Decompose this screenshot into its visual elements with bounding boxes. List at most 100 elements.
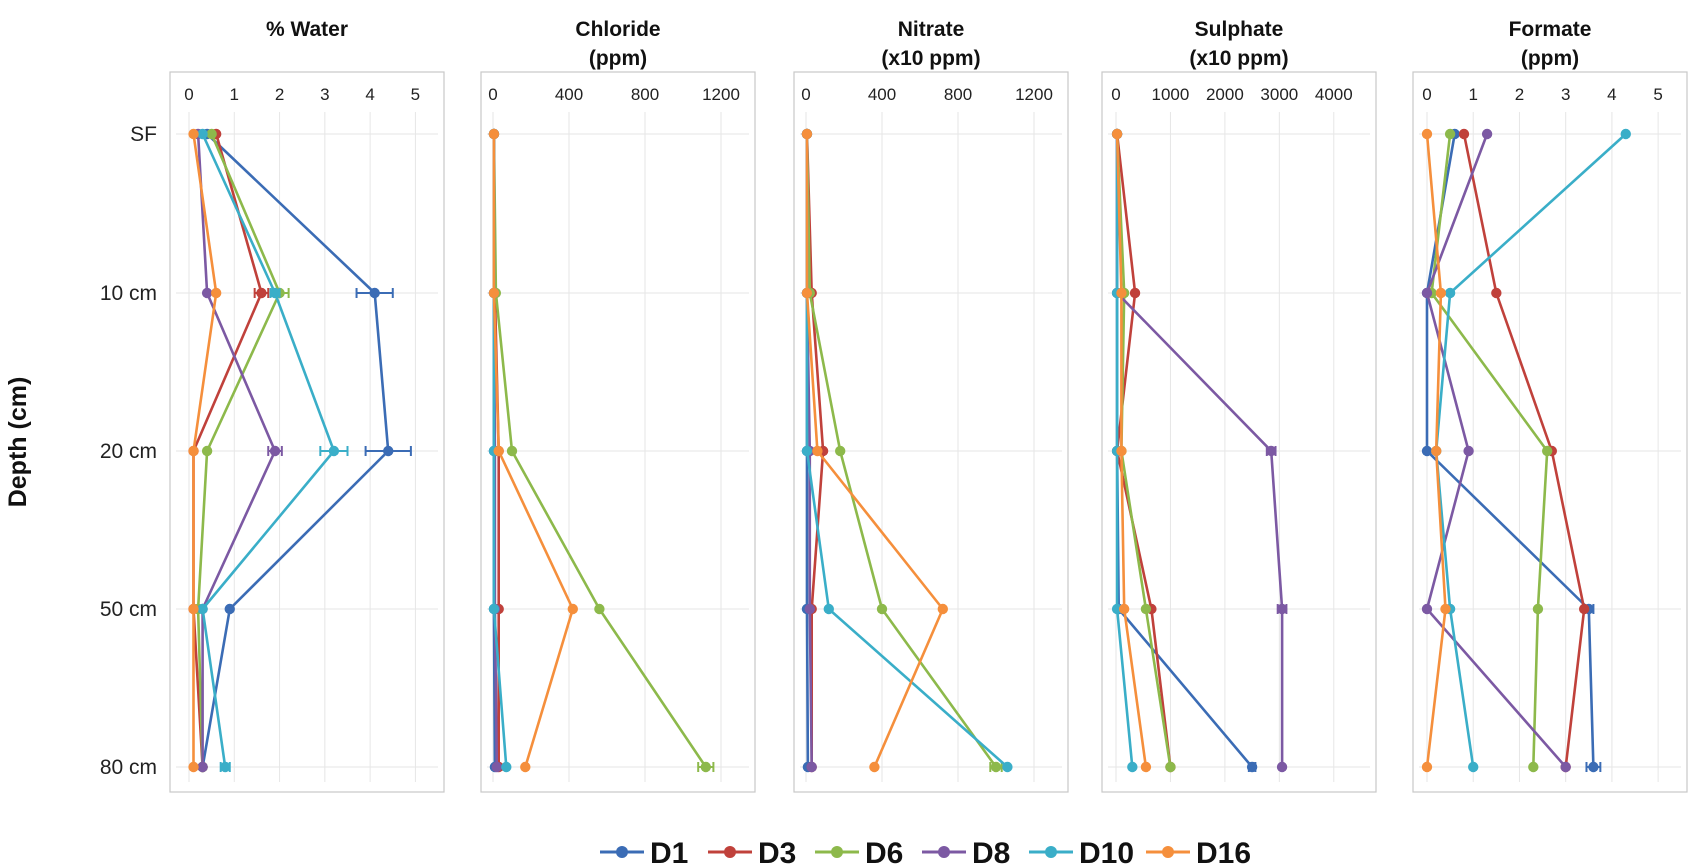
legend-label: D1 xyxy=(650,837,688,868)
x-tick-label: 1200 xyxy=(702,85,740,104)
panel-5: Formate (ppm) 0 1 2 3 4 5 xyxy=(1412,18,1688,793)
data-point xyxy=(488,287,500,299)
panel-title: (ppm) xyxy=(1521,47,1579,70)
x-tick-label: 0 xyxy=(184,85,193,104)
data-point xyxy=(804,603,815,615)
data-point xyxy=(1111,128,1123,140)
legend-marker xyxy=(938,846,950,858)
x-tick-label: 2000 xyxy=(1206,85,1244,104)
panel-title: Chloride xyxy=(575,18,660,41)
data-point xyxy=(1560,761,1571,773)
panel-title: Nitrate xyxy=(898,18,965,41)
panel-title: (ppm) xyxy=(589,47,647,70)
panel-2: Chloride (ppm) 0 400 800 1200 xyxy=(480,18,756,793)
data-point xyxy=(493,445,504,457)
data-point xyxy=(1276,761,1288,773)
data-point xyxy=(1458,128,1470,140)
data-point xyxy=(1541,445,1553,457)
y-axis-label: Depth (cm) xyxy=(4,377,32,508)
data-point xyxy=(1116,287,1127,299)
data-point xyxy=(488,603,500,615)
data-point xyxy=(806,761,817,773)
data-point xyxy=(197,128,208,140)
panel-title: (x10 ppm) xyxy=(881,47,980,70)
data-point xyxy=(1620,128,1631,140)
data-point xyxy=(1435,287,1447,299)
panel-frame xyxy=(1101,71,1377,793)
data-point xyxy=(1140,603,1152,615)
data-point xyxy=(1491,287,1502,299)
data-point xyxy=(567,603,578,615)
data-point xyxy=(937,603,948,615)
data-point xyxy=(1578,603,1590,615)
series-D10 xyxy=(197,128,349,773)
x-tick-label: 2 xyxy=(1515,85,1524,104)
panel-frame xyxy=(169,71,445,793)
data-point xyxy=(801,445,813,457)
data-point xyxy=(1165,761,1176,773)
data-point xyxy=(1421,603,1433,615)
data-point xyxy=(700,761,711,773)
data-point xyxy=(876,603,888,615)
data-point xyxy=(501,761,512,773)
x-tick-label: 5 xyxy=(1653,85,1662,104)
data-point xyxy=(1421,128,1433,140)
x-tick-label: 0 xyxy=(488,85,497,104)
x-tick-label: 1 xyxy=(1468,85,1477,104)
data-point xyxy=(1444,128,1456,140)
series-D16 xyxy=(488,128,578,773)
data-point xyxy=(1431,445,1442,457)
x-tick-label: 400 xyxy=(555,85,583,104)
legend-marker xyxy=(831,846,843,858)
series-D16 xyxy=(1421,128,1451,773)
legend-item-D10: D10 xyxy=(1029,837,1134,868)
legend: D1 D3 D6 D8 D10 D16 xyxy=(600,837,1251,868)
x-tick-label: 800 xyxy=(631,85,659,104)
x-tick-label: 1 xyxy=(230,85,239,104)
depth-label: 10 cm xyxy=(100,282,157,305)
data-point xyxy=(1127,761,1138,773)
data-point xyxy=(1481,128,1493,140)
data-point xyxy=(1528,761,1539,773)
data-point xyxy=(835,445,846,457)
legend-item-D3: D3 xyxy=(708,837,796,868)
x-tick-label: 5 xyxy=(411,85,420,104)
legend-label: D8 xyxy=(972,837,1010,868)
data-point xyxy=(210,287,222,299)
data-point xyxy=(188,445,199,457)
panel-frame xyxy=(793,71,1069,793)
data-point xyxy=(594,603,605,615)
legend-label: D16 xyxy=(1196,837,1251,868)
series-D16 xyxy=(1111,128,1152,773)
series-D16 xyxy=(801,128,948,773)
x-tick-label: 1000 xyxy=(1152,85,1190,104)
panel-title: (x10 ppm) xyxy=(1189,47,1288,70)
x-tick-label: 1200 xyxy=(1015,85,1053,104)
data-point xyxy=(197,761,208,773)
data-point xyxy=(1588,761,1599,773)
data-point xyxy=(1468,761,1479,773)
data-point xyxy=(201,445,213,457)
data-point xyxy=(488,128,500,140)
data-point xyxy=(1532,603,1544,615)
series-D8 xyxy=(1421,128,1571,773)
panel-4: Sulphate (x10 ppm) 0 1000 2000 3000 4000 xyxy=(1101,18,1377,793)
legend-item-D8: D8 xyxy=(922,837,1010,868)
data-point xyxy=(206,128,217,140)
data-point xyxy=(188,761,199,773)
data-point xyxy=(491,761,502,773)
x-tick-label: 4000 xyxy=(1315,85,1353,104)
x-tick-label: 4 xyxy=(365,85,374,104)
data-point xyxy=(188,128,199,140)
data-point xyxy=(188,603,199,615)
panel-1: % Water 0 1 2 3 4 5 xyxy=(169,18,445,793)
x-tick-label: 3 xyxy=(320,85,329,104)
legend-item-D1: D1 xyxy=(600,837,688,868)
data-point xyxy=(801,287,813,299)
data-point xyxy=(369,287,380,299)
data-point xyxy=(1140,761,1152,773)
data-point xyxy=(1002,761,1013,773)
legend-item-D6: D6 xyxy=(815,837,903,868)
x-tick-label: 2 xyxy=(275,85,284,104)
